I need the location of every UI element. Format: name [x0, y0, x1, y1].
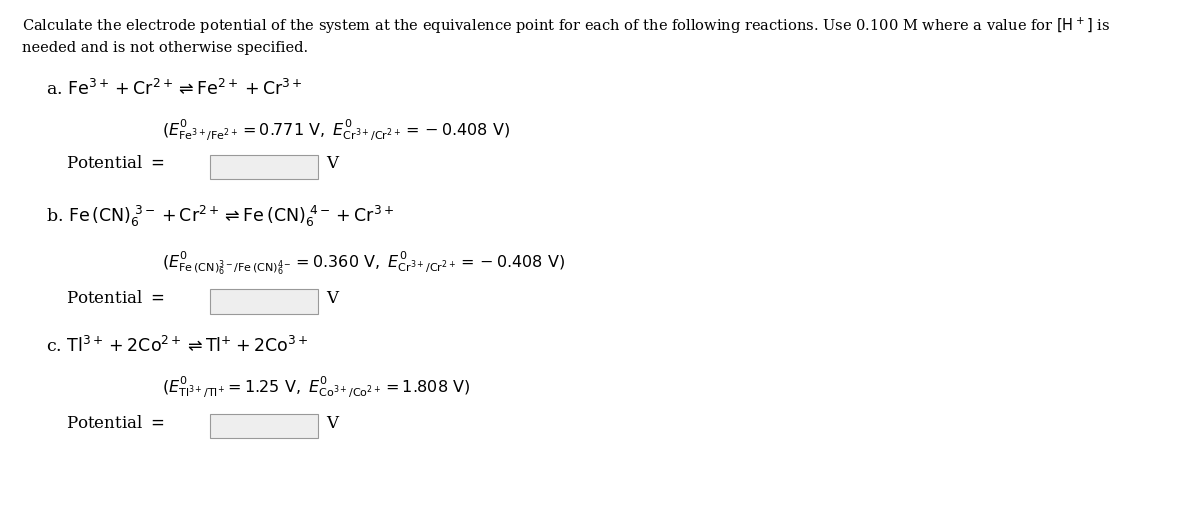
Text: needed and is not otherwise specified.: needed and is not otherwise specified.: [22, 41, 307, 55]
Text: V: V: [326, 290, 338, 307]
Text: $(E^0_{\mathrm{Fe\,(CN)_6^{3-}/Fe\,(CN)_6^{4-}}} = 0.360\ \mathrm{V},\ E^0_{\mat: $(E^0_{\mathrm{Fe\,(CN)_6^{3-}/Fe\,(CN)_…: [162, 249, 565, 277]
Text: $(E^0_{\mathrm{Fe^{3+}/Fe^{2+}}} = 0.771\ \mathrm{V},\ E^0_{\mathrm{Cr^{3+}/Cr^{: $(E^0_{\mathrm{Fe^{3+}/Fe^{2+}}} = 0.771…: [162, 117, 510, 143]
Text: c. $\mathrm{Tl^{3+} + 2Co^{2+} \rightleftharpoons Tl^{+} + 2Co^{3+}}$: c. $\mathrm{Tl^{3+} + 2Co^{2+} \rightlef…: [46, 336, 307, 356]
FancyBboxPatch shape: [210, 289, 318, 314]
Text: Potential $=$: Potential $=$: [66, 290, 164, 307]
Text: Calculate the electrode potential of the system at the equivalence point for eac: Calculate the electrode potential of the…: [22, 15, 1110, 36]
Text: a. $\mathrm{Fe^{3+} + Cr^{2+} \rightleftharpoons Fe^{2+} + Cr^{3+}}$: a. $\mathrm{Fe^{3+} + Cr^{2+} \rightleft…: [46, 79, 302, 99]
Text: V: V: [326, 155, 338, 172]
Text: $(E^0_{\mathrm{Tl^{3+}/Tl^{+}}} = 1.25\ \mathrm{V},\ E^0_{\mathrm{Co^{3+}/Co^{2+: $(E^0_{\mathrm{Tl^{3+}/Tl^{+}}} = 1.25\ …: [162, 374, 470, 400]
Text: Potential $=$: Potential $=$: [66, 415, 164, 432]
FancyBboxPatch shape: [210, 155, 318, 179]
Text: V: V: [326, 415, 338, 432]
Text: b. $\mathrm{Fe\,(CN)_6^{\ 3-} + Cr^{2+} \rightleftharpoons Fe\,(CN)_6^{\ 4-} + C: b. $\mathrm{Fe\,(CN)_6^{\ 3-} + Cr^{2+} …: [46, 204, 394, 229]
Text: Potential $=$: Potential $=$: [66, 155, 164, 172]
FancyBboxPatch shape: [210, 414, 318, 438]
